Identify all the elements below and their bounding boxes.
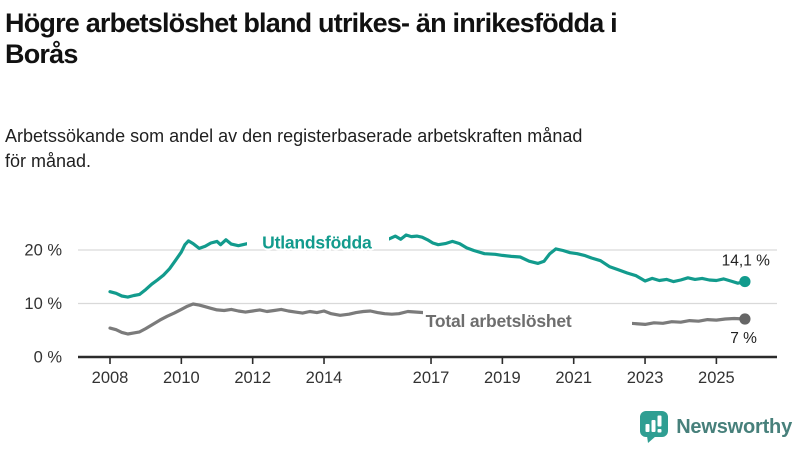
series-label-total-arbetsl-shet: Total arbetslöshet <box>426 311 572 331</box>
y-tick-label: 0 % <box>34 349 63 367</box>
chart-title: Högre arbetslöshet bland utrikes- än inr… <box>5 8 797 71</box>
series-line-utlandsf-dda <box>108 233 747 299</box>
series-end-value-total-arbetsl-shet: 7 % <box>730 330 757 347</box>
x-tick-label: 2010 <box>163 369 200 387</box>
chart-subtitle-line1: Arbetssökande som andel av den registerb… <box>5 126 583 146</box>
label-backdrop-utlandsf-dda <box>247 231 389 249</box>
label-backdrop-total-arbetsl-shet <box>423 310 632 330</box>
x-tick-label: 2008 <box>92 369 129 387</box>
x-tick-label: 2012 <box>234 369 271 387</box>
y-tick-label: 20 % <box>24 242 62 260</box>
x-tick-label: 2023 <box>627 369 664 387</box>
series-end-dot-total-arbetsl-shet <box>739 313 751 325</box>
series-end-dot-utlandsf-dda <box>739 275 751 288</box>
x-tick-label: 2019 <box>484 369 521 387</box>
x-tick-label: 2021 <box>555 369 592 387</box>
logo-wordmark: Newsworthy <box>676 415 792 438</box>
chart-subtitle: Arbetssökande som andel av den registerb… <box>5 124 785 174</box>
x-tick-label: 2014 <box>306 369 343 387</box>
series-label-utlandsf-dda: Utlandsfödda <box>262 232 372 252</box>
chart-title-line1: Högre arbetslöshet bland utrikes- än inr… <box>5 8 618 38</box>
x-tick-label: 2025 <box>698 369 735 387</box>
x-tick-label: 2017 <box>413 369 450 387</box>
bar-chart-speech-bubble-icon <box>640 411 669 443</box>
chart-title-line2: Borås <box>5 39 78 70</box>
series-end-value-utlandsf-dda: 14,1 % <box>722 253 770 270</box>
y-tick-label: 10 % <box>24 295 62 313</box>
chart-subtitle-line2: för månad. <box>5 150 92 171</box>
newsworthy-logo[interactable]: Newsworthy <box>639 410 792 444</box>
